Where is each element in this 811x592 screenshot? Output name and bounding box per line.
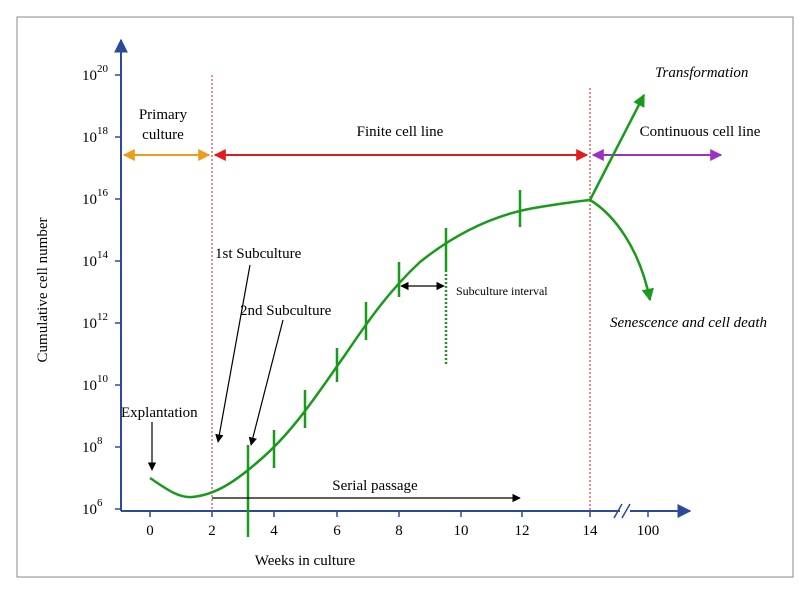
tick-exponent: 14 <box>97 249 109 261</box>
annotation: Senescence and cell death <box>610 315 767 331</box>
x-tick-label: 4 <box>270 523 278 539</box>
annotation: Transformation <box>655 65 748 81</box>
annotation: 1st Subculture <box>215 246 302 262</box>
tick-base: 10 <box>82 502 97 518</box>
axis-break <box>613 503 631 519</box>
tick-exponent: 12 <box>97 311 108 323</box>
y-tick-label: 1020 <box>82 63 109 84</box>
tick-exponent: 16 <box>97 187 109 199</box>
growth-curve <box>149 198 591 499</box>
y-tick-label: 1012 <box>82 311 108 332</box>
phase-label: Primary <box>139 107 188 123</box>
senescence-branch <box>589 198 654 302</box>
tick-base: 10 <box>82 254 97 270</box>
pointer-arrow <box>248 319 284 446</box>
tick-exponent: 6 <box>97 497 103 509</box>
annotation: Serial passage <box>332 478 418 494</box>
annotation: Subculture interval <box>456 284 548 298</box>
y-tick-label: 108 <box>82 435 103 456</box>
phase-label: Continuous cell line <box>640 124 761 140</box>
tick-base: 10 <box>82 68 97 84</box>
y-tick-label: 106 <box>82 497 103 518</box>
y-tick-label: 1016 <box>82 187 109 208</box>
phase-label: culture <box>142 127 184 143</box>
x-axis-title: Weeks in culture <box>255 553 356 569</box>
pointer-arrow <box>215 264 251 443</box>
x-tick-label: 0 <box>146 523 154 539</box>
y-tick-label: 1010 <box>82 373 109 394</box>
tick-base: 10 <box>82 316 97 332</box>
annotation: 2nd Subculture <box>240 303 332 319</box>
x-tick-label: 6 <box>333 523 341 539</box>
tick-base: 10 <box>82 378 97 394</box>
annotation: Explantation <box>121 405 198 421</box>
tick-exponent: 18 <box>97 125 109 137</box>
tick-exponent: 8 <box>97 435 103 447</box>
y-tick-label: 1018 <box>82 125 109 146</box>
x-tick-label: 8 <box>395 523 403 539</box>
tick-base: 10 <box>82 192 97 208</box>
x-tick-label: 2 <box>208 523 216 539</box>
transformation-branch <box>588 93 646 201</box>
phase-label: Finite cell line <box>357 124 444 140</box>
tick-exponent: 20 <box>97 63 109 75</box>
frame <box>16 16 794 578</box>
tick-base: 10 <box>82 130 97 146</box>
tick-base: 10 <box>82 440 97 456</box>
x-tick-label: 14 <box>583 523 599 539</box>
x-tick-label: 10 <box>454 523 469 539</box>
y-tick-label: 1014 <box>82 249 109 270</box>
y-axis-title: Cumulative cell number <box>35 218 51 363</box>
tick-exponent: 10 <box>97 373 109 385</box>
x-tick-label: 100 <box>637 523 660 539</box>
x-tick-label: 12 <box>515 523 530 539</box>
subculture-marks <box>246 190 522 537</box>
